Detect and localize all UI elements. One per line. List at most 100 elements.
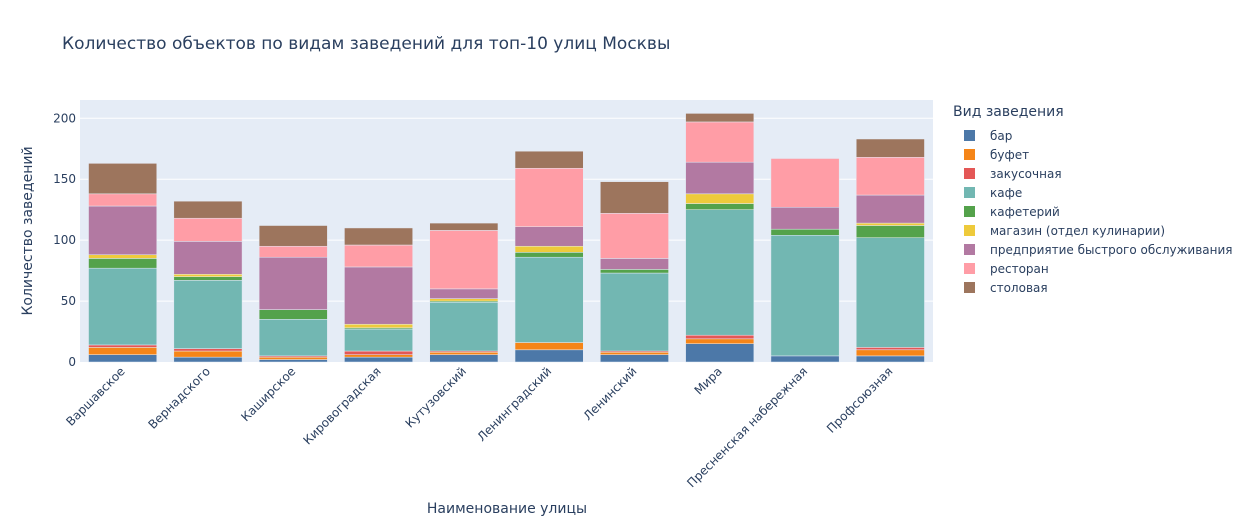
legend-item[interactable]: буфет — [953, 145, 1233, 164]
bar-segment[interactable] — [855, 237, 925, 348]
bar-segment[interactable] — [429, 352, 499, 355]
bar-segment[interactable] — [600, 181, 669, 214]
bar-segment[interactable] — [600, 258, 669, 270]
bar-segment[interactable] — [600, 272, 669, 352]
bar-segment[interactable] — [429, 288, 499, 299]
bar-segment[interactable] — [88, 267, 158, 346]
legend-item[interactable]: закусочная — [953, 164, 1233, 183]
bar-segment[interactable] — [173, 356, 243, 363]
bar-segment[interactable] — [88, 163, 158, 195]
x-tick-label: Профсоюзная — [824, 364, 895, 435]
chart-title: Количество объектов по видам заведений д… — [62, 34, 671, 54]
bar-segment[interactable] — [173, 280, 243, 349]
bar-segment[interactable] — [258, 245, 328, 258]
bar-segment[interactable] — [770, 228, 840, 236]
bar-segment[interactable] — [514, 256, 584, 343]
bar-segment[interactable] — [855, 138, 925, 158]
bar-segment[interactable] — [344, 328, 413, 352]
bar-segment[interactable] — [685, 161, 755, 195]
legend-swatch — [964, 130, 975, 141]
legend-item[interactable]: ресторан — [953, 259, 1233, 278]
bar-segment[interactable] — [600, 352, 669, 355]
bar-segment[interactable] — [344, 354, 413, 358]
bar-segment[interactable] — [258, 256, 328, 310]
bar-segment[interactable] — [514, 226, 584, 247]
bar-segment[interactable] — [258, 309, 328, 320]
legend-label: кафе — [990, 185, 1023, 200]
bar-segment[interactable] — [855, 222, 925, 226]
bar-segment[interactable] — [258, 319, 328, 357]
bar-segment[interactable] — [173, 241, 243, 275]
bar-segment[interactable] — [855, 349, 925, 357]
bar-segment[interactable] — [344, 356, 413, 363]
bars-layer[interactable] — [88, 113, 925, 363]
bar-segment[interactable] — [514, 342, 584, 351]
bar-segment[interactable] — [258, 356, 328, 360]
x-tick-label: Каширское — [238, 364, 298, 424]
bar-segment[interactable] — [600, 213, 669, 259]
bar-segment[interactable] — [173, 274, 243, 277]
bar-segment[interactable] — [855, 157, 925, 196]
bar-segment[interactable] — [514, 252, 584, 258]
bar-segment[interactable] — [88, 354, 158, 363]
bar-segment[interactable] — [685, 203, 755, 210]
y-tick-label: 50 — [61, 294, 76, 308]
bar-segment[interactable] — [600, 269, 669, 274]
bar-segment[interactable] — [770, 206, 840, 230]
bar-segment[interactable] — [344, 350, 413, 355]
bar-segment[interactable] — [429, 354, 499, 363]
bar-segment[interactable] — [344, 244, 413, 268]
legend-label: кафетерий — [990, 204, 1060, 219]
legend-item[interactable]: магазин (отдел кулинарии) — [953, 221, 1233, 240]
bar-segment[interactable] — [685, 193, 755, 204]
legend-label: предприятие быстрого обслуживания — [990, 242, 1233, 257]
bar-segment[interactable] — [429, 298, 499, 302]
y-axis-label: Количество заведений — [20, 146, 36, 315]
legend-item[interactable]: кафе — [953, 183, 1233, 202]
bar-segment[interactable] — [88, 344, 158, 348]
bar-segment[interactable] — [685, 121, 755, 163]
bar-segment[interactable] — [344, 266, 413, 325]
bar-segment[interactable] — [855, 355, 925, 363]
bar-segment[interactable] — [429, 302, 499, 352]
bar-segment[interactable] — [88, 193, 158, 207]
x-tick-label: Варшавское — [63, 364, 127, 428]
bar-segment[interactable] — [173, 348, 243, 352]
bar-segment[interactable] — [344, 227, 413, 246]
bar-segment[interactable] — [514, 150, 584, 169]
bar-segment[interactable] — [344, 323, 413, 329]
bar-segment[interactable] — [514, 245, 584, 253]
bar-segment[interactable] — [855, 347, 925, 351]
legend-title: Вид заведения — [953, 104, 1064, 120]
bar-segment[interactable] — [258, 359, 328, 363]
bar-segment[interactable] — [258, 225, 328, 247]
bar-segment[interactable] — [514, 167, 584, 227]
bar-segment[interactable] — [429, 230, 499, 290]
bar-segment[interactable] — [685, 113, 755, 123]
bar-segment[interactable] — [685, 343, 755, 363]
bar-segment[interactable] — [88, 254, 158, 259]
bar-segment[interactable] — [88, 347, 158, 355]
legend-item[interactable]: бар — [953, 126, 1233, 145]
bar-segment[interactable] — [600, 354, 669, 363]
bar-segment[interactable] — [88, 258, 158, 269]
bar-segment[interactable] — [685, 338, 755, 344]
bar-segment[interactable] — [88, 205, 158, 256]
bar-segment[interactable] — [514, 349, 584, 363]
bar-segment[interactable] — [173, 217, 243, 242]
legend-item[interactable]: кафетерий — [953, 202, 1233, 221]
legend-item[interactable]: столовая — [953, 278, 1233, 297]
legend-item[interactable]: предприятие быстрого обслуживания — [953, 240, 1233, 259]
bar-segment[interactable] — [685, 334, 755, 340]
bar-segment[interactable] — [770, 235, 840, 357]
bar-segment[interactable] — [770, 158, 840, 208]
bar-segment[interactable] — [173, 350, 243, 358]
bar-segment[interactable] — [770, 355, 840, 363]
bar-segment[interactable] — [855, 225, 925, 238]
bar-segment[interactable] — [685, 209, 755, 336]
legend-label: бар — [990, 128, 1013, 143]
bar-segment[interactable] — [173, 276, 243, 281]
bar-segment[interactable] — [173, 200, 243, 219]
bar-segment[interactable] — [855, 194, 925, 224]
bar-segment[interactable] — [429, 222, 499, 231]
